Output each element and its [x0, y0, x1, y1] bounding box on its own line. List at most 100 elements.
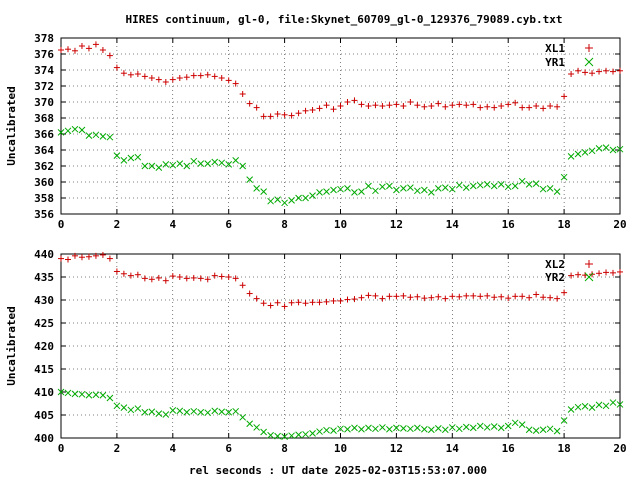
data-point-xl1 [526, 104, 533, 111]
data-point-yr2 [64, 389, 72, 397]
data-point-yr2 [567, 406, 575, 413]
data-point-yr2 [588, 404, 596, 411]
data-point-xl1 [554, 103, 561, 110]
y-tick-label: 376 [34, 48, 54, 61]
data-point-xl2 [386, 293, 393, 300]
data-point-xl1 [442, 103, 449, 110]
data-point-xl1 [176, 75, 183, 81]
data-point-yr2 [462, 423, 470, 431]
data-point-yr1 [155, 164, 163, 171]
data-point-yr2 [309, 430, 316, 437]
data-point-xl1 [379, 103, 386, 109]
data-point-yr1 [532, 180, 540, 187]
data-point-yr1 [414, 187, 421, 195]
y-tick-label: 430 [34, 294, 54, 307]
data-point-yr2 [441, 426, 449, 434]
x-tick-label: 12 [390, 442, 403, 455]
data-point-yr1 [476, 181, 484, 189]
data-point-xl1 [435, 100, 442, 107]
data-point-yr2 [469, 424, 477, 432]
data-point-xl2 [365, 292, 372, 299]
data-point-yr2 [344, 425, 351, 433]
data-point-yr2 [99, 391, 107, 399]
top-ticks: 0 2 4 6 8 10 12 14 16 18 20 356 358 360 362 364 366 368 37… [34, 32, 627, 231]
data-point-xl2 [162, 277, 169, 284]
data-point-xl2 [456, 293, 463, 300]
data-point-yr1 [211, 158, 219, 166]
legend-marker-xl2 [585, 260, 593, 268]
data-point-xl1 [589, 70, 596, 77]
data-point-xl1 [295, 110, 302, 117]
data-point-xl1 [211, 73, 218, 80]
data-point-yr2 [148, 408, 156, 416]
data-point-yr2 [337, 425, 344, 433]
data-point-xl1 [344, 99, 351, 105]
data-point-yr1 [462, 184, 470, 191]
bottom-legend: XL2 YR2 [545, 258, 594, 284]
data-point-xl2 [120, 270, 127, 277]
data-point-yr1 [434, 185, 442, 192]
data-point-xl2 [225, 274, 232, 280]
bottom-y-axis-label: Uncalibrated [5, 306, 18, 385]
data-point-yr2 [525, 426, 533, 434]
data-point-xl1 [582, 69, 589, 76]
data-point-yr1 [344, 185, 351, 192]
data-point-yr2 [372, 425, 379, 433]
data-point-xl1 [106, 52, 113, 59]
x-tick-label: 16 [502, 218, 516, 231]
x-tick-label: 4 [169, 442, 176, 455]
data-point-yr1 [427, 189, 435, 196]
data-point-yr2 [85, 391, 93, 399]
x-tick-label: 14 [446, 218, 460, 231]
data-point-xl1 [85, 45, 92, 52]
data-point-xl2 [239, 282, 246, 289]
y-tick-label: 366 [34, 128, 54, 141]
y-tick-label: 405 [34, 409, 54, 422]
x-tick-label: 20 [613, 218, 626, 231]
data-point-yr1 [393, 186, 400, 194]
data-point-xl1 [71, 47, 78, 54]
data-point-yr2 [546, 425, 554, 433]
data-point-xl2 [211, 272, 218, 279]
data-point-yr1 [64, 127, 72, 135]
data-point-xl1 [288, 112, 295, 119]
data-point-yr2 [351, 424, 358, 432]
data-point-yr1 [358, 188, 365, 195]
data-point-xl1 [113, 64, 120, 71]
data-point-xl2 [316, 299, 323, 306]
data-point-yr2 [427, 426, 435, 434]
data-point-xl2 [484, 292, 491, 299]
data-point-xl1 [274, 111, 281, 117]
x-tick-label: 10 [334, 218, 347, 231]
data-point-xl1 [190, 72, 197, 79]
data-point-yr1 [92, 131, 100, 139]
data-point-xl1 [519, 104, 526, 111]
data-point-xl1 [155, 76, 162, 83]
data-point-xl1 [337, 103, 344, 109]
data-point-xl2 [442, 295, 449, 302]
data-point-xl1 [183, 74, 190, 81]
data-point-xl2 [85, 253, 92, 260]
data-point-yr2 [434, 424, 442, 432]
data-point-yr1 [490, 182, 498, 190]
data-point-yr2 [162, 411, 170, 418]
x-tick-label: 14 [446, 442, 460, 455]
data-point-xl2 [428, 294, 435, 301]
data-point-yr2 [553, 427, 561, 435]
data-point-yr1 [197, 160, 205, 167]
top-data-points [57, 41, 624, 207]
data-point-xl2 [344, 296, 351, 303]
data-point-xl1 [239, 91, 246, 97]
data-point-yr1 [148, 162, 156, 170]
data-point-yr1 [511, 182, 519, 190]
y-tick-label: 425 [34, 317, 54, 330]
data-point-yr2 [316, 428, 323, 435]
data-point-yr1 [190, 157, 198, 165]
data-point-xl1 [330, 106, 337, 113]
data-point-yr1 [316, 189, 323, 196]
data-point-yr1 [379, 183, 386, 191]
data-point-yr2 [274, 432, 281, 440]
data-point-yr1 [162, 161, 170, 168]
data-point-xl2 [58, 255, 64, 262]
data-point-xl2 [323, 298, 330, 305]
